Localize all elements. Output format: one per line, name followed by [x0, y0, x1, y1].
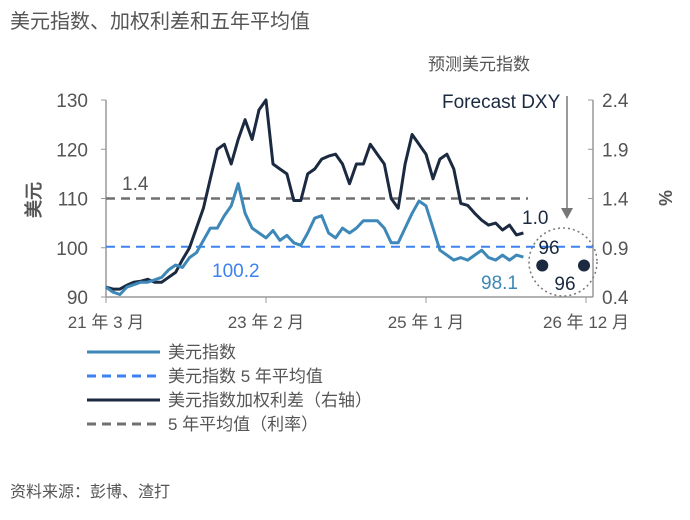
forecast-circle	[528, 227, 598, 297]
last-dxy-label: 98.1	[481, 273, 518, 294]
forecast-point	[578, 259, 590, 272]
forecast-point	[536, 259, 549, 272]
legend-label: 5 年平均值（利率）	[168, 415, 318, 434]
right-tick-label: 0.9	[602, 239, 628, 260]
forecast-arrow-head-icon	[561, 208, 573, 219]
x-tick-label: 21 年 3 月	[68, 313, 145, 332]
forecast-point-label: 96	[538, 238, 559, 259]
forecast-label: Forecast DXY	[442, 92, 561, 113]
x-tick-label: 25 年 1 月	[388, 313, 465, 332]
source-note: 资料来源：彭博、渣打	[10, 483, 170, 501]
right-tick-label: 1.9	[602, 140, 628, 161]
legend-label: 美元指数加权利差（右轴）	[168, 391, 372, 410]
last-rate-label: 1.0	[522, 208, 548, 229]
x-tick-label: 26 年 12 月	[543, 313, 629, 332]
legend-label: 美元指数 5 年平均值	[168, 367, 323, 386]
right-tick-label: 2.4	[602, 91, 629, 112]
forecast-heading: 预测美元指数	[428, 55, 530, 74]
weighted-spread-line	[105, 98, 524, 291]
left-tick-label: 90	[67, 288, 88, 309]
right-tick-label: 0.4	[602, 288, 629, 309]
left-tick-label: 120	[56, 140, 88, 161]
right-axis-label: %	[656, 190, 676, 206]
left-tick-label: 130	[56, 91, 88, 112]
left-tick-label: 100	[56, 239, 88, 260]
right-tick-label: 1.4	[602, 190, 629, 211]
dxy-line	[105, 182, 524, 296]
left-axis-label: 美元	[23, 182, 44, 218]
left-tick-label: 110	[58, 190, 88, 211]
chart-title: 美元指数、加权利差和五年平均值	[10, 10, 310, 33]
avg-dxy-label: 100.2	[212, 261, 260, 282]
forecast-point-label: 96	[554, 274, 575, 295]
x-tick-label: 23 年 2 月	[228, 313, 305, 332]
avg-rate-label: 1.4	[122, 174, 149, 195]
legend-label: 美元指数	[168, 343, 236, 362]
